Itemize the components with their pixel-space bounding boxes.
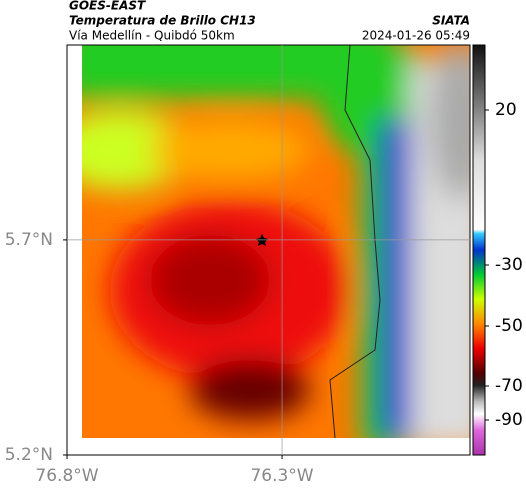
map-frame [66,44,471,456]
colorbar-label: -90 [495,410,523,430]
product: Temperatura de Brillo CH13 [69,14,256,28]
y-tick-label: 5.2°N [5,445,53,465]
y-tick-label: 5.7°N [5,230,53,250]
satellite-image [82,45,470,438]
colorbar-label: -70 [495,376,523,396]
colorbar-label: 20 [495,100,517,120]
x-tick-label: 76.8°W [35,466,98,486]
x-tick-label: 76.3°W [250,466,313,486]
agency: SIATA [432,14,470,28]
colorbar-label: -50 [495,316,523,336]
colorbar-label: -30 [495,255,523,275]
route: Vía Medellín - Quibdó 50km [69,29,235,43]
colorbar [472,44,486,456]
source: GOES-EAST [69,0,146,13]
timestamp: 2024-01-26 05:49 [362,29,470,43]
